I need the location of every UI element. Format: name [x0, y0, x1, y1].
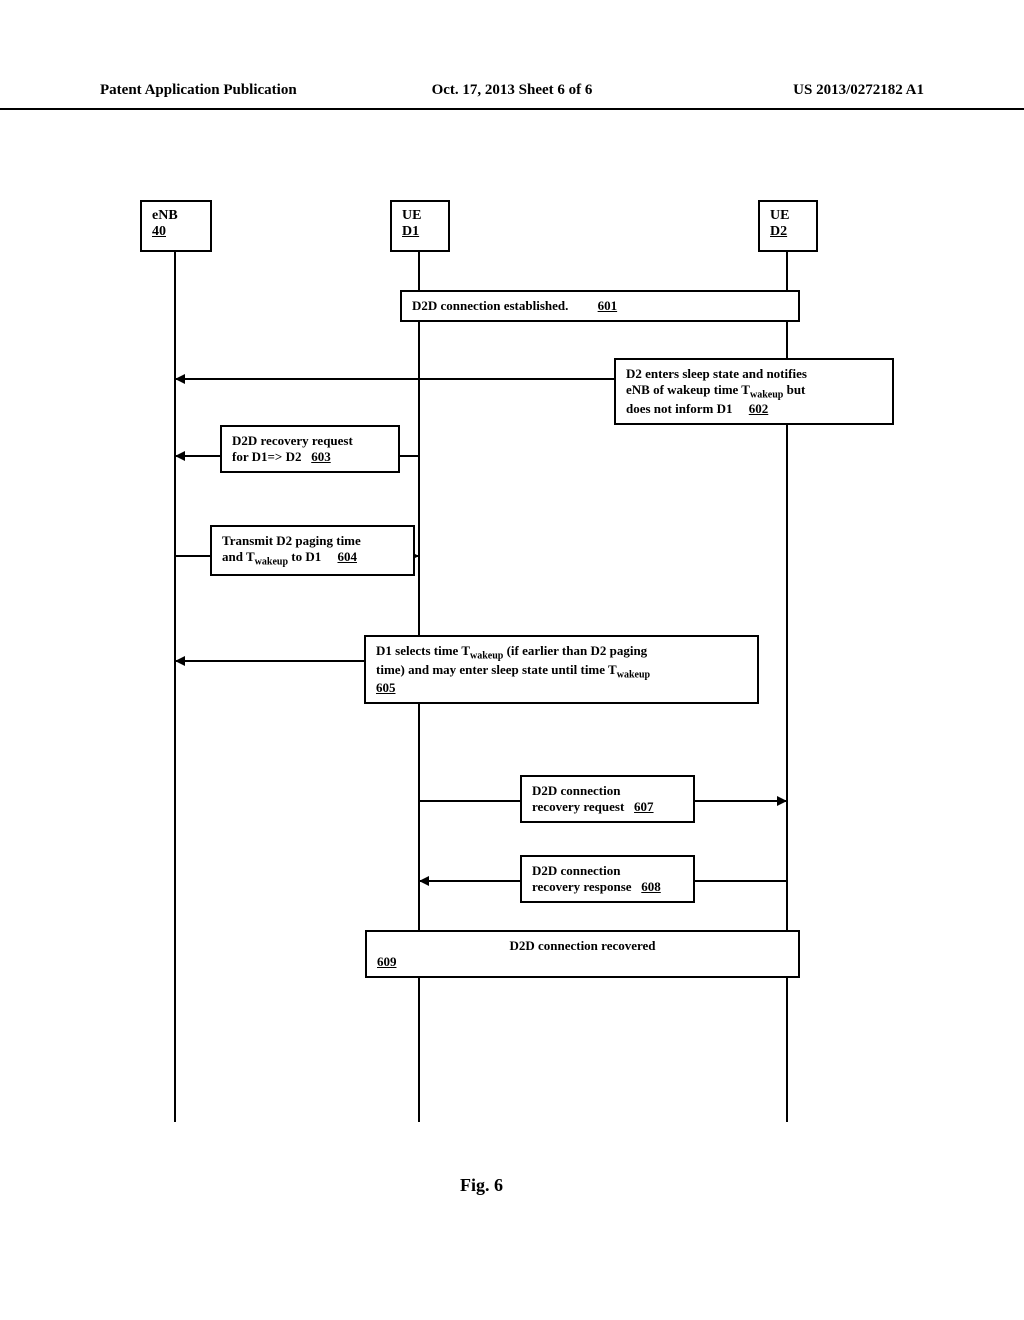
msg-604-l2: and Twakeup to D1 604 — [222, 549, 403, 568]
msg-603-l1: D2D recovery request — [232, 433, 388, 449]
participant-d1-sub: D1 — [402, 224, 438, 240]
participant-d2: UE D2 — [758, 200, 818, 252]
arrow-602 — [176, 378, 614, 380]
page-header: Patent Application Publication Oct. 17, … — [0, 82, 1024, 110]
header-center: Oct. 17, 2013 Sheet 6 of 6 — [375, 82, 650, 99]
arrow-605 — [176, 660, 364, 662]
msg-607-l2: recovery request 607 — [532, 799, 683, 815]
msg-605-ref: 605 — [376, 680, 396, 695]
msg-602-l1: D2 enters sleep state and notifies — [626, 366, 882, 382]
msg-601-text: D2D connection established. — [412, 298, 568, 313]
msg-609-text: D2D connection recovered — [377, 938, 788, 954]
participant-d1: UE D1 — [390, 200, 450, 252]
msg-602-l2: eNB of wakeup time Twakeup but — [626, 382, 882, 401]
participant-enb-sub: 40 — [152, 224, 200, 240]
msg-609: D2D connection recovered 609 — [365, 930, 800, 978]
figure-label: Fig. 6 — [460, 1175, 503, 1196]
msg-608-l1: D2D connection — [532, 863, 683, 879]
msg-608: D2D connection recovery response 608 — [520, 855, 695, 903]
msg-604: Transmit D2 paging time and Twakeup to D… — [210, 525, 415, 576]
participant-d1-title: UE — [402, 208, 438, 224]
msg-609-ref: 609 — [377, 954, 397, 969]
participant-enb: eNB 40 — [140, 200, 212, 252]
msg-601-ref: 601 — [598, 298, 618, 313]
msg-605-l2: time) and may enter sleep state until ti… — [376, 662, 747, 681]
participant-enb-title: eNB — [152, 208, 200, 224]
msg-604-l1: Transmit D2 paging time — [222, 533, 403, 549]
msg-608-l2: recovery response 608 — [532, 879, 683, 895]
header-right: US 2013/0272182 A1 — [649, 82, 924, 99]
participant-d2-sub: D2 — [770, 224, 806, 240]
msg-602-l3: does not inform D1 602 — [626, 401, 882, 417]
msg-603-l2: for D1=> D2 603 — [232, 449, 388, 465]
sequence-diagram: eNB 40 UE D1 UE D2 D2D connection establ… — [140, 200, 940, 1130]
msg-601: D2D connection established. 601 — [400, 290, 800, 322]
msg-607: D2D connection recovery request 607 — [520, 775, 695, 823]
msg-605-l1: D1 selects time Twakeup (if earlier than… — [376, 643, 747, 662]
participant-d2-title: UE — [770, 208, 806, 224]
msg-603: D2D recovery request for D1=> D2 603 — [220, 425, 400, 473]
msg-607-l1: D2D connection — [532, 783, 683, 799]
header-left: Patent Application Publication — [100, 82, 375, 99]
msg-605: D1 selects time Twakeup (if earlier than… — [364, 635, 759, 704]
msg-602: D2 enters sleep state and notifies eNB o… — [614, 358, 894, 425]
